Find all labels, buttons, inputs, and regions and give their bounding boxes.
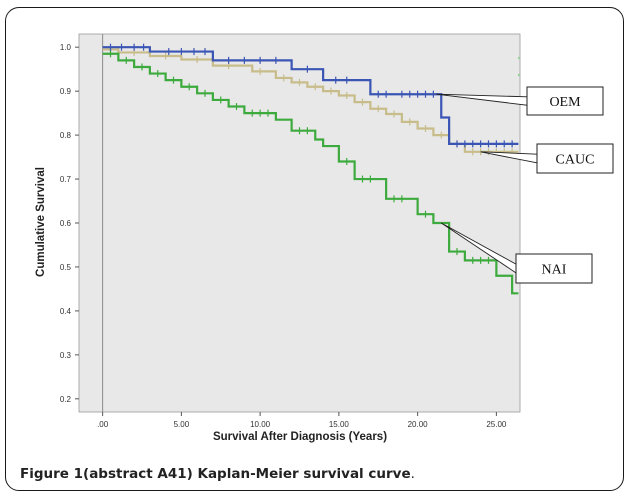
stray-dot xyxy=(517,56,521,60)
y-tick-label: 0.9 xyxy=(60,87,72,96)
series-cauc xyxy=(102,45,519,156)
x-tick-label: 25.00 xyxy=(486,420,507,429)
caption-period: . xyxy=(410,466,415,482)
callout-nai: NAI xyxy=(441,222,593,284)
series-nai xyxy=(102,50,519,295)
series-oem xyxy=(102,43,519,148)
callout-box xyxy=(536,143,614,174)
y-tick-label: 0.3 xyxy=(60,351,72,360)
callout-cauc: CAUC xyxy=(480,143,614,174)
y-axis: 0.2 0.3 0.4 0.5 0.6 0.7 0.8 0.9 1.0 xyxy=(60,43,79,404)
callout-box xyxy=(526,86,604,116)
y-tick-label: 0.8 xyxy=(60,131,72,140)
callout-oem: OEM xyxy=(436,86,604,116)
y-tick-label: 0.5 xyxy=(60,263,72,272)
x-tick-label: 20.00 xyxy=(408,420,429,429)
series-layer xyxy=(102,43,519,295)
x-axis-label: Survival After Diagnosis (Years) xyxy=(213,431,387,443)
y-tick-label: 0.6 xyxy=(60,219,72,228)
x-tick-label: 5.00 xyxy=(174,420,190,429)
stray-dot xyxy=(517,73,521,77)
callout-label: NAI xyxy=(542,263,567,278)
y-tick-label: 1.0 xyxy=(60,43,72,52)
callout-label: OEM xyxy=(549,95,581,110)
plot-area xyxy=(78,33,521,413)
annotation-layer: OEM CAUC NAI xyxy=(436,56,614,284)
x-tick-label: 15.00 xyxy=(329,420,350,429)
y-axis-label: Cumulative Survival xyxy=(35,167,47,277)
x-tick-label: .00 xyxy=(97,420,109,429)
x-axis: .00 5.00 10.00 15.00 20.00 25.00 xyxy=(97,412,507,429)
caption-text: Figure 1(abstract A41) Kaplan-Meier surv… xyxy=(20,466,411,482)
figure-caption: Figure 1(abstract A41) Kaplan-Meier surv… xyxy=(20,466,415,482)
callout-label: CAUC xyxy=(556,153,595,168)
y-tick-label: 0.7 xyxy=(60,175,72,184)
y-tick-label: 0.2 xyxy=(60,395,72,404)
km-step-line-nai xyxy=(102,52,519,295)
y-tick-label: 0.4 xyxy=(60,307,72,316)
callout-box xyxy=(515,253,593,284)
x-tick-label: 10.00 xyxy=(250,420,271,429)
